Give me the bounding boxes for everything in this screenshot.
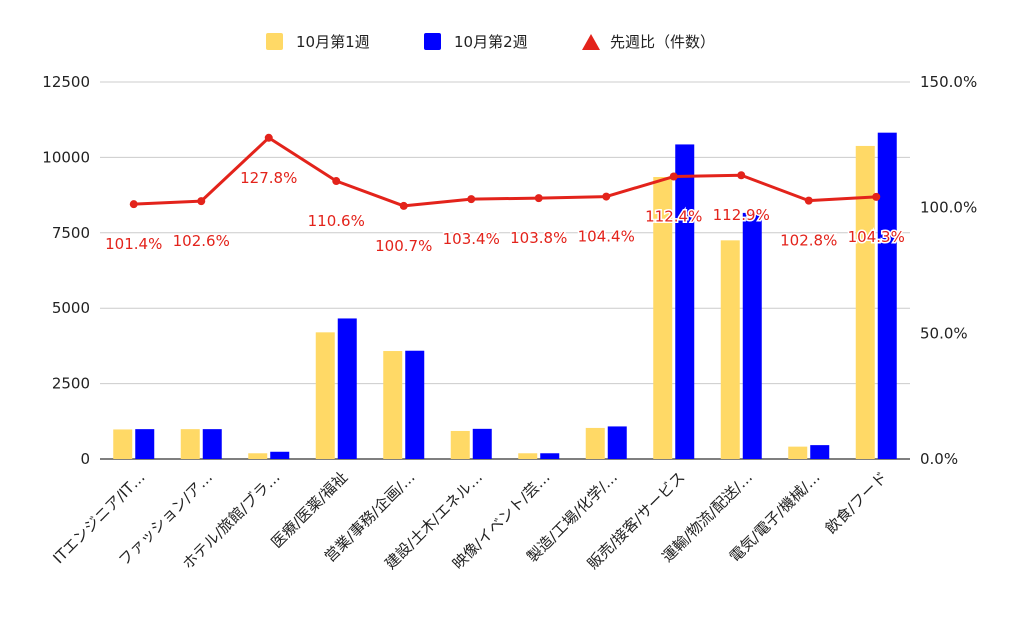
bar-week1	[383, 351, 403, 459]
bar-week1	[450, 430, 470, 459]
right-tick-label: 100.0%	[920, 199, 977, 217]
right-tick-label: 0.0%	[920, 450, 958, 468]
ratio-data-label: 102.6%	[173, 232, 230, 250]
legend-swatch-week1	[266, 33, 283, 50]
ratio-data-label: 104.4%	[578, 228, 635, 246]
bar-week2	[472, 428, 492, 459]
ratio-line	[129, 133, 881, 210]
ratio-data-label: 102.8%	[780, 232, 837, 250]
ratio-line-path	[133, 136, 877, 208]
bar-week1	[855, 145, 875, 459]
bar-week2	[810, 445, 830, 459]
bar-week1	[720, 240, 740, 459]
bar-week1	[788, 446, 808, 459]
left-tick-label: 7500	[52, 224, 90, 242]
bar-week2	[540, 453, 560, 459]
bar-week1	[315, 332, 335, 459]
bar-week1	[585, 427, 605, 459]
bar-week2	[675, 144, 695, 459]
bar-week1	[180, 429, 200, 459]
ratio-point	[467, 195, 476, 204]
ratio-point	[197, 197, 206, 206]
left-axis: 0 2500 5000 7500 10000 12500	[42, 73, 90, 468]
ratio-data-label: 103.8%	[510, 229, 567, 247]
ratio-point	[804, 196, 813, 205]
bar-week2	[607, 426, 627, 459]
bar-week2	[135, 429, 155, 459]
ratio-data-label: 101.4%	[105, 235, 162, 253]
ratio-data-label: 112.4%	[645, 208, 702, 226]
bar-week2	[742, 212, 762, 459]
ratio-point	[399, 201, 408, 210]
bar-week1	[248, 453, 268, 459]
bar-week2	[877, 132, 897, 459]
legend: 10月第1週 10月第2週 先週比（件数）	[266, 33, 715, 51]
ratio-point	[872, 192, 881, 201]
ratio-point	[534, 194, 543, 203]
ratio-data-label: 103.4%	[443, 230, 500, 248]
category-labels: ITエンジニア/IT…ファッション/ア…ホテル/旅館/ブラ…医療/医薬/福祉営業…	[49, 468, 891, 573]
bars	[113, 132, 897, 459]
ratio-data-label: 127.8%	[240, 169, 297, 187]
left-tick-label: 12500	[42, 73, 90, 91]
right-axis: 0.0% 50.0% 100.0% 150.0%	[920, 73, 977, 468]
ratio-point	[332, 177, 341, 186]
bar-week2	[337, 318, 357, 459]
bar-week1	[113, 429, 133, 459]
ratio-point	[669, 172, 678, 181]
legend-label-week1: 10月第1週	[296, 33, 370, 51]
legend-marker-triangle	[582, 34, 600, 50]
right-tick-label: 50.0%	[920, 324, 968, 342]
bar-week2	[270, 451, 290, 459]
right-tick-label: 150.0%	[920, 73, 977, 91]
ratio-point	[129, 200, 138, 209]
category-label: 飲食/フード	[822, 468, 891, 537]
bar-week1	[653, 177, 673, 459]
data-labels: 101.4% 102.6% 127.8% 110.6% 100.7% 103.4% 103.…	[104, 167, 907, 256]
left-tick-label: 10000	[42, 148, 90, 166]
legend-swatch-week2	[424, 33, 441, 50]
left-tick-label: 0	[80, 450, 90, 468]
legend-label-ratio: 先週比（件数）	[610, 33, 715, 51]
ratio-point	[264, 133, 273, 142]
ratio-data-label: 100.7%	[375, 237, 432, 255]
left-tick-label: 5000	[52, 299, 90, 317]
gridlines	[100, 81, 910, 460]
left-tick-label: 2500	[52, 375, 90, 393]
ratio-point	[737, 171, 746, 180]
ratio-data-label: 104.3%	[848, 228, 905, 246]
bar-week2	[405, 350, 425, 459]
ratio-data-label: 112.9%	[713, 206, 770, 224]
legend-label-week2: 10月第2週	[454, 33, 528, 51]
bar-week1	[518, 453, 538, 459]
ratio-point	[602, 192, 611, 201]
bar-week2	[202, 429, 222, 459]
ratio-data-label: 110.6%	[308, 212, 365, 230]
